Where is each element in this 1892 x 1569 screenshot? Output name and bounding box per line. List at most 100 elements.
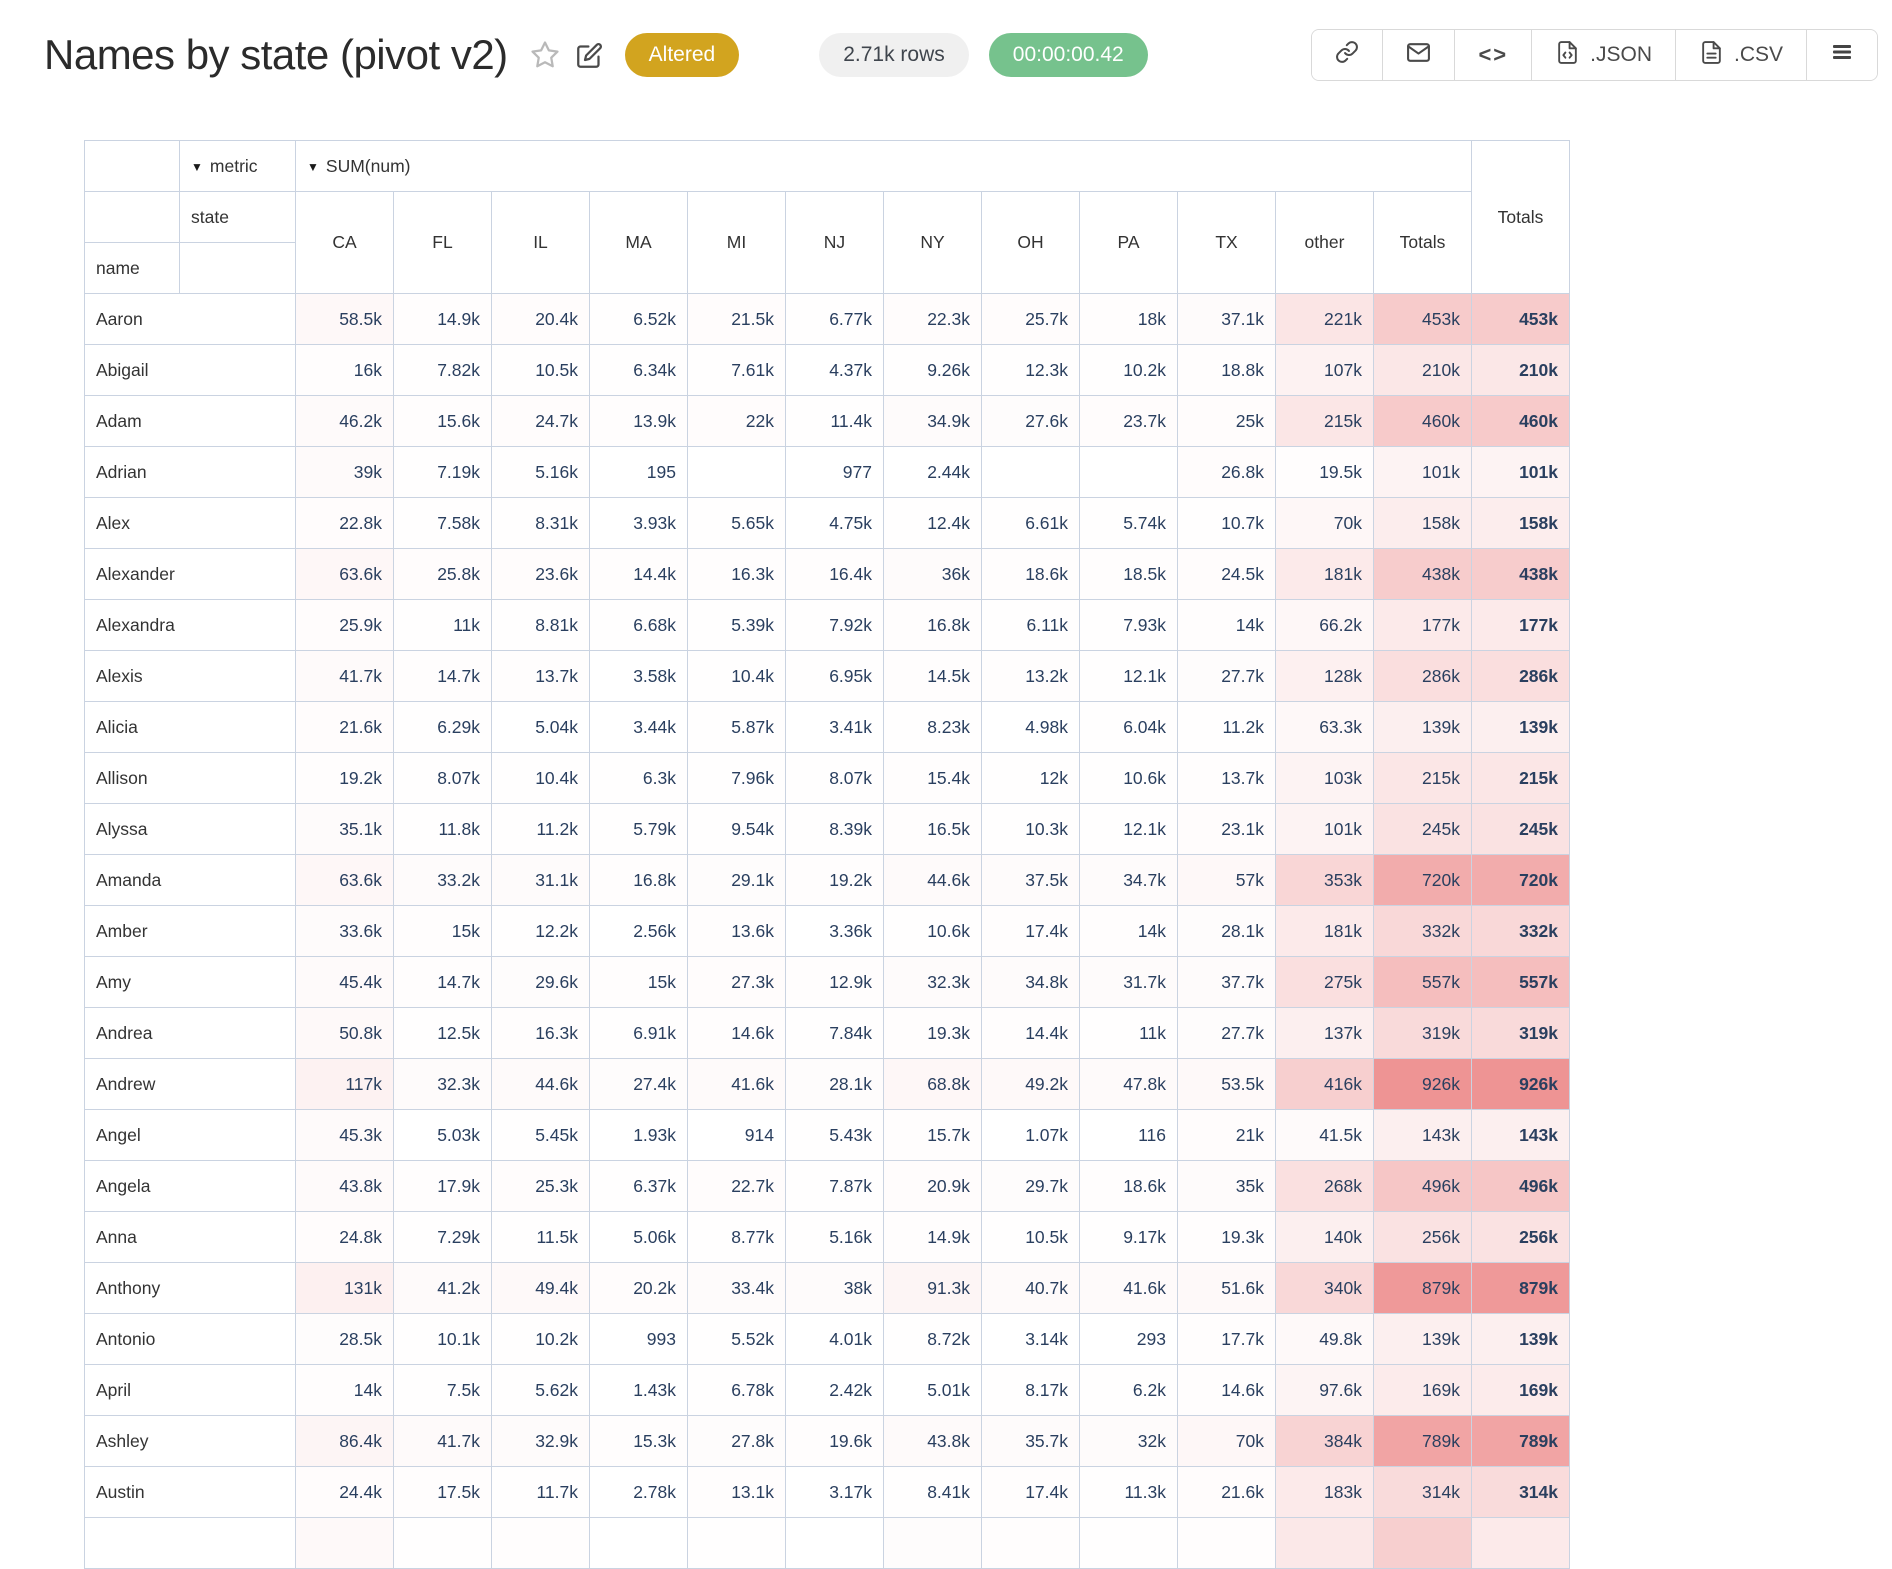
value-cell: 37.5k xyxy=(981,854,1080,906)
caret-down-icon: ▼ xyxy=(191,159,203,174)
value-cell xyxy=(295,1517,394,1569)
value-cell: 18.5k xyxy=(1079,548,1178,600)
value-cell: 2.44k xyxy=(883,446,982,498)
value-cell: 34.8k xyxy=(981,956,1080,1008)
corner-cell xyxy=(84,191,180,243)
value-cell: 107k xyxy=(1275,344,1374,396)
value-cell: 12.9k xyxy=(785,956,884,1008)
value-cell: 14.9k xyxy=(393,293,492,345)
row-label: Anthony xyxy=(84,1262,296,1314)
value-cell: 11.3k xyxy=(1079,1466,1178,1518)
value-cell: 3.17k xyxy=(785,1466,884,1518)
value-cell: 19.2k xyxy=(295,752,394,804)
value-cell: 29.1k xyxy=(687,854,786,906)
value-cell: 7.92k xyxy=(785,599,884,651)
row-label: Amy xyxy=(84,956,296,1008)
edit-pencil-icon[interactable] xyxy=(576,42,603,69)
value-cell: 27.3k xyxy=(687,956,786,1008)
value-cell: 140k xyxy=(1275,1211,1374,1263)
table-row: April 14k 7.5k 5.62k 1.43k 6.78k 2.42k 5.01k 8.1… xyxy=(84,1364,1570,1416)
value-cell: 49.8k xyxy=(1275,1313,1374,1365)
value-cell: 6.78k xyxy=(687,1364,786,1416)
table-row: Antonio 28.5k 10.1k 10.2k 993 5.52k 4.01k 8.72k… xyxy=(84,1313,1570,1365)
table-row: Andrew 117k 32.3k 44.6k 27.4k 41.6k 28.1k 68.8k… xyxy=(84,1058,1570,1110)
value-cell: 10.6k xyxy=(883,905,982,957)
grand-total-cell: 453k xyxy=(1471,293,1570,345)
value-cell: 557k xyxy=(1373,956,1472,1008)
file-text-icon xyxy=(1699,40,1724,71)
value-cell: 13.1k xyxy=(687,1466,786,1518)
value-cell: 914 xyxy=(687,1109,786,1161)
value-cell: 2.56k xyxy=(589,905,688,957)
table-row: Andrea 50.8k 12.5k 16.3k 6.91k 14.6k 7.84k 19.3… xyxy=(84,1007,1570,1059)
table-row: Aaron 58.5k 14.9k 20.4k 6.52k 21.5k 6.77k 22.3k… xyxy=(84,293,1570,345)
value-cell: 9.26k xyxy=(883,344,982,396)
row-label: Adrian xyxy=(84,446,296,498)
metric-header-row: ▼ metric ▼ SUM(num) Totals xyxy=(84,140,1570,294)
value-cell: 139k xyxy=(1373,1313,1472,1365)
page-title[interactable]: Names by state (pivot v2) xyxy=(44,31,508,78)
embed-code-button[interactable]: <> xyxy=(1454,30,1532,80)
export-csv-button[interactable]: .CSV xyxy=(1674,30,1806,80)
value-cell: 11.2k xyxy=(1177,701,1276,753)
value-cell: 11.4k xyxy=(785,395,884,447)
value-cell: 4.37k xyxy=(785,344,884,396)
value-cell: 5.04k xyxy=(491,701,590,753)
value-cell: 14.5k xyxy=(883,650,982,702)
value-cell xyxy=(687,1517,786,1569)
value-cell: 45.4k xyxy=(295,956,394,1008)
grand-total-cell: 438k xyxy=(1471,548,1570,600)
metric-dropdown[interactable]: ▼ metric xyxy=(179,140,296,192)
value-cell: 44.6k xyxy=(491,1058,590,1110)
grand-total-cell: 158k xyxy=(1471,497,1570,549)
value-cell: 20.9k xyxy=(883,1160,982,1212)
value-cell: 12.3k xyxy=(981,344,1080,396)
metric-value-dropdown[interactable]: ▼ SUM(num) xyxy=(295,140,1472,192)
favorite-star-icon[interactable] xyxy=(530,40,560,70)
altered-badge[interactable]: Altered xyxy=(624,33,740,77)
value-cell: 6.91k xyxy=(589,1007,688,1059)
value-cell: 31.7k xyxy=(1079,956,1178,1008)
export-json-button[interactable]: .JSON xyxy=(1531,30,1675,80)
row-label: Aaron xyxy=(84,293,296,345)
value-cell: 31.1k xyxy=(491,854,590,906)
value-cell: 17.7k xyxy=(1177,1313,1276,1365)
value-cell: 3.93k xyxy=(589,497,688,549)
caret-down-icon: ▼ xyxy=(307,159,319,174)
grand-total-cell: 245k xyxy=(1471,803,1570,855)
value-cell: 5.06k xyxy=(589,1211,688,1263)
value-cell: 15.6k xyxy=(393,395,492,447)
value-cell: 15k xyxy=(393,905,492,957)
value-cell: 332k xyxy=(1373,905,1472,957)
value-cell: 19.3k xyxy=(1177,1211,1276,1263)
grand-total-cell: 720k xyxy=(1471,854,1570,906)
value-cell: 13.9k xyxy=(589,395,688,447)
value-cell: 10.2k xyxy=(491,1313,590,1365)
value-cell: 18k xyxy=(1079,293,1178,345)
table-row: Anna 24.8k 7.29k 11.5k 5.06k 8.77k 5.16k 14.9k 1… xyxy=(84,1211,1570,1263)
table-row: Amy 45.4k 14.7k 29.6k 15k 27.3k 12.9k 32.3k 34.8… xyxy=(84,956,1570,1008)
email-button[interactable] xyxy=(1382,30,1455,80)
column-header: PA xyxy=(1079,191,1178,294)
value-cell: 17.4k xyxy=(981,905,1080,957)
column-header: NJ xyxy=(785,191,884,294)
value-cell: 22.3k xyxy=(883,293,982,345)
value-cell: 20.4k xyxy=(491,293,590,345)
row-label: Allison xyxy=(84,752,296,804)
value-cell: 1.07k xyxy=(981,1109,1080,1161)
value-cell: 11k xyxy=(393,599,492,651)
file-code-icon xyxy=(1555,40,1580,71)
copy-link-button[interactable] xyxy=(1312,30,1383,80)
value-cell: 14.4k xyxy=(589,548,688,600)
value-cell: 34.7k xyxy=(1079,854,1178,906)
value-cell: 5.74k xyxy=(1079,497,1178,549)
grand-total-cell: 101k xyxy=(1471,446,1570,498)
value-cell: 5.45k xyxy=(491,1109,590,1161)
value-cell: 58.5k xyxy=(295,293,394,345)
value-cell: 14.6k xyxy=(687,1007,786,1059)
value-cell: 158k xyxy=(1373,497,1472,549)
value-cell: 16.3k xyxy=(491,1007,590,1059)
menu-button[interactable] xyxy=(1806,30,1877,80)
value-cell: 27.4k xyxy=(589,1058,688,1110)
corner-cell xyxy=(84,140,180,192)
